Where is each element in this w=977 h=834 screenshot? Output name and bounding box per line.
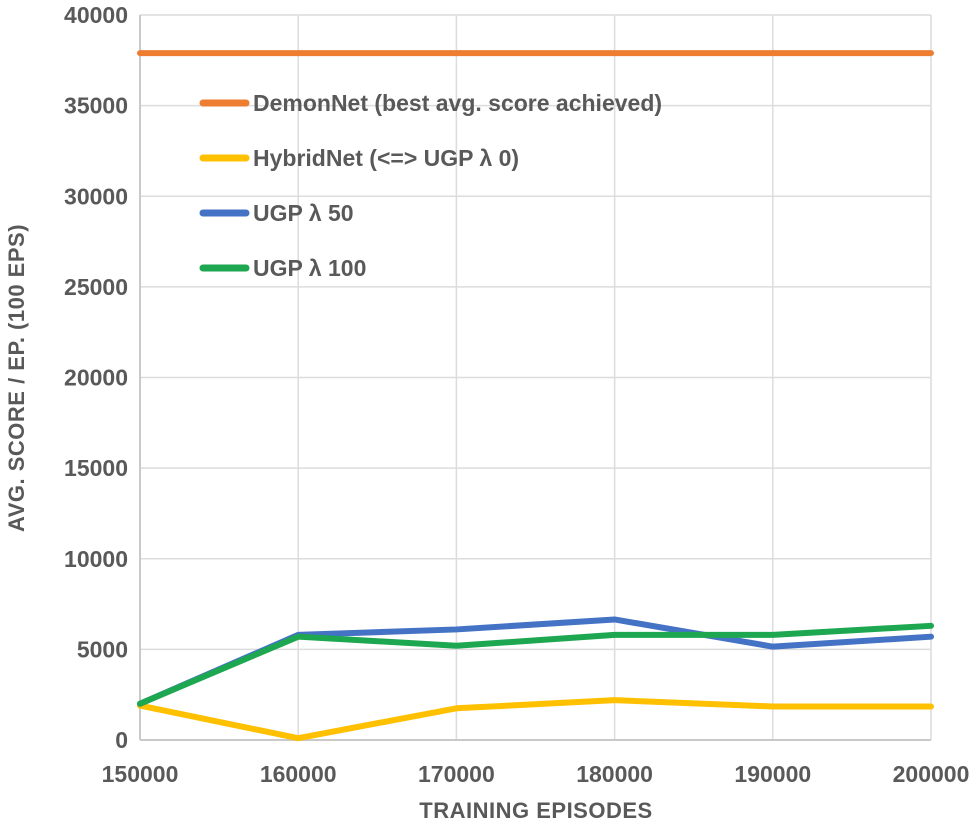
y-tick-label: 10000 bbox=[64, 546, 128, 572]
y-tick-label: 35000 bbox=[64, 93, 128, 119]
legend-item: HybridNet (<=> UGP λ 0) bbox=[199, 145, 519, 171]
axes-layer bbox=[139, 15, 931, 741]
tick-labels-layer: 0 5000 10000 15000 20000 25000 30000 35000 40000… bbox=[64, 2, 969, 787]
series-line bbox=[137, 697, 934, 742]
y-tick-label: 40000 bbox=[64, 2, 128, 28]
series-lines-layer bbox=[137, 50, 934, 742]
y-tick-label: 30000 bbox=[64, 183, 128, 209]
legend-label: DemonNet (best avg. score achieved) bbox=[253, 90, 662, 116]
legend-item: DemonNet (best avg. score achieved) bbox=[199, 90, 662, 116]
x-tick-label: 160000 bbox=[260, 761, 337, 787]
series-line bbox=[137, 622, 934, 707]
legend-item: UGP λ 50 bbox=[199, 200, 354, 226]
y-tick-label: 25000 bbox=[64, 274, 128, 300]
x-tick-label: 190000 bbox=[734, 761, 811, 787]
y-axis-title: AVG. SCORE / EP. (100 EPS) bbox=[4, 224, 29, 532]
x-tick-label: 180000 bbox=[576, 761, 653, 787]
legend-label: UGP λ 100 bbox=[253, 255, 366, 281]
y-tick-label: 15000 bbox=[64, 455, 128, 481]
legend-item: UGP λ 100 bbox=[199, 255, 366, 281]
legend: DemonNet (best avg. score achieved) Hybri… bbox=[199, 90, 662, 281]
y-tick-label: 0 bbox=[115, 727, 128, 753]
y-tick-label: 20000 bbox=[64, 365, 128, 391]
x-tick-label: 150000 bbox=[102, 761, 179, 787]
legend-label: HybridNet (<=> UGP λ 0) bbox=[253, 145, 519, 171]
legend-label: UGP λ 50 bbox=[253, 200, 354, 226]
x-axis-title: TRAINING EPISODES bbox=[419, 798, 652, 823]
x-tick-label: 200000 bbox=[893, 761, 970, 787]
x-tick-label: 170000 bbox=[418, 761, 495, 787]
y-tick-label: 5000 bbox=[77, 636, 128, 662]
